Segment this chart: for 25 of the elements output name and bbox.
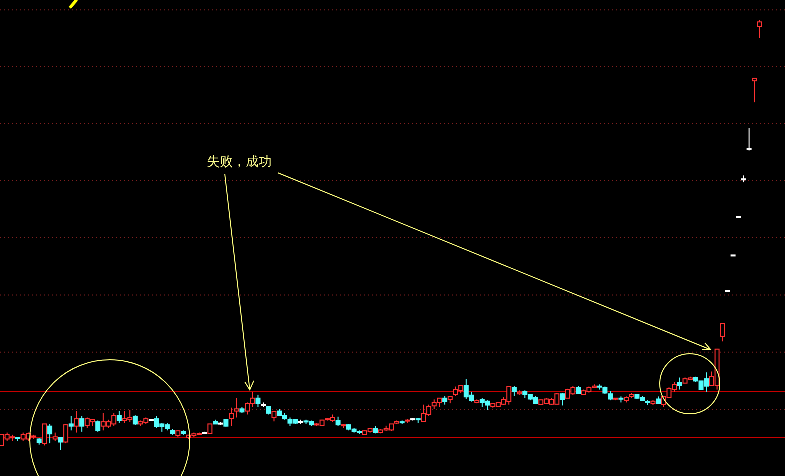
candlestick: [96, 420, 101, 432]
candlestick: [758, 20, 762, 39]
annotation: 失败，成功: [207, 155, 272, 170]
candlestick: [48, 424, 53, 444]
candlestick: [608, 391, 614, 402]
candlestick: [560, 392, 565, 406]
candlestick: [208, 424, 213, 436]
candlestick: [272, 410, 277, 422]
candlestick: [132, 415, 138, 426]
candlestick: [752, 78, 758, 104]
candlestick: [677, 377, 682, 390]
candlestick: [74, 410, 80, 434]
candlestick: [68, 416, 74, 432]
candlestick: [116, 410, 122, 424]
candlestick: [256, 394, 261, 408]
candlestick: [64, 424, 69, 444]
candlestick: [42, 424, 48, 446]
candlestick: [234, 398, 240, 418]
candlestick: [58, 436, 64, 450]
candlestick: [229, 407, 234, 427]
candlestick: [80, 416, 85, 432]
candlestick: [512, 386, 517, 397]
candlestick: [720, 323, 726, 342]
candlestick: [336, 416, 341, 427]
candlestick: [746, 128, 752, 152]
